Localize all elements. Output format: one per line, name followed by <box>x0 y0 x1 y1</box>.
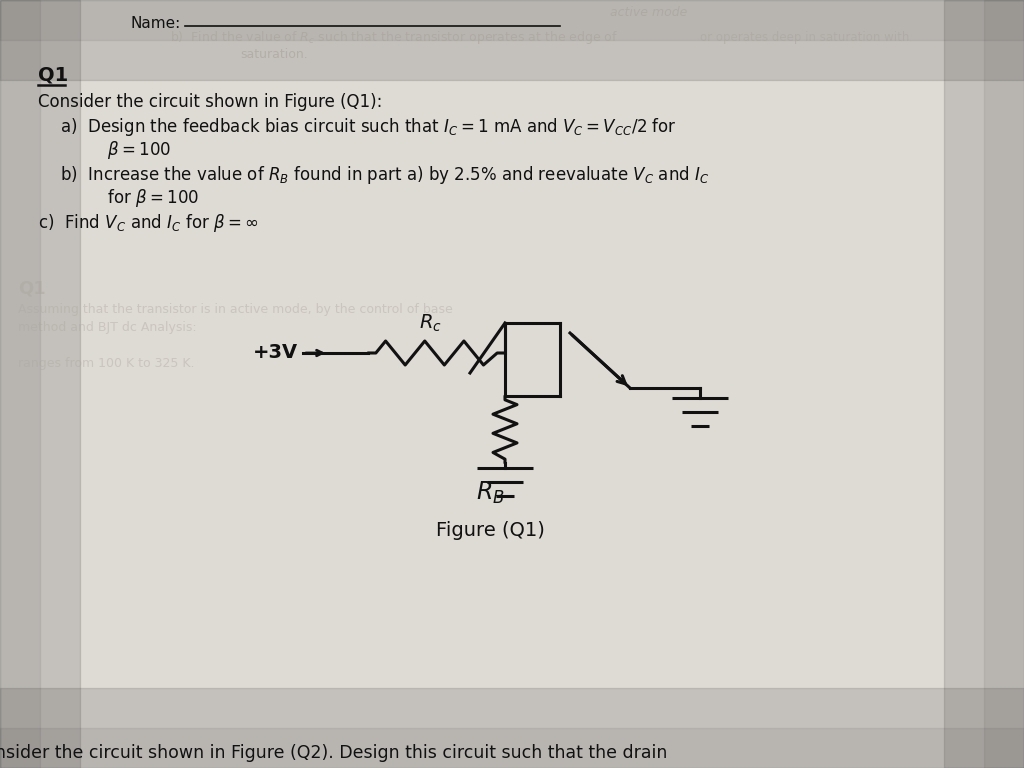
Text: Name:: Name: <box>130 15 180 31</box>
Text: c)  Find $V_C$ and $I_C$ for $\beta = \infty$: c) Find $V_C$ and $I_C$ for $\beta = \in… <box>38 212 259 234</box>
Text: Q1: Q1 <box>38 65 69 84</box>
Text: $R_c$: $R_c$ <box>419 313 441 333</box>
Text: b)  Increase the value of $R_B$ found in part a) by 2.5% and reevaluate $V_C$ an: b) Increase the value of $R_B$ found in … <box>60 164 710 186</box>
Bar <box>0 0 1024 40</box>
Text: active mode: active mode <box>610 6 687 19</box>
Text: Consider the circuit shown in Figure (Q1):: Consider the circuit shown in Figure (Q1… <box>38 93 382 111</box>
Text: ranges from 100 K to 325 K.: ranges from 100 K to 325 K. <box>18 356 195 369</box>
Bar <box>0 688 1024 768</box>
Text: method and BJT dc Analysis:: method and BJT dc Analysis: <box>18 322 197 335</box>
Text: $\beta = 100$: $\beta = 100$ <box>60 139 171 161</box>
Bar <box>0 728 1024 768</box>
Text: or operates deep in saturation with: or operates deep in saturation with <box>700 31 909 45</box>
Bar <box>0 0 1024 80</box>
Bar <box>944 0 1024 768</box>
Bar <box>0 0 80 768</box>
Text: b)  Find the value of $R_c$ such that the transistor operates at the edge of: b) Find the value of $R_c$ such that the… <box>170 29 618 47</box>
Text: saturation.: saturation. <box>240 48 308 61</box>
Text: Q1: Q1 <box>18 279 46 297</box>
Text: +3V: +3V <box>253 343 298 362</box>
Text: Assuming that the transistor is in active mode, by the control of base: Assuming that the transistor is in activ… <box>18 303 453 316</box>
Text: $R_B$: $R_B$ <box>475 480 505 506</box>
Text: Figure (Q1): Figure (Q1) <box>435 521 545 539</box>
Text: for $\beta = 100$: for $\beta = 100$ <box>60 187 200 209</box>
Text: a)  Design the feedback bias circuit such that $I_C = 1$ mA and $V_C = V_{CC}/2$: a) Design the feedback bias circuit such… <box>60 116 677 138</box>
Text: nsider the circuit shown in Figure (Q2). Design this circuit such that the drain: nsider the circuit shown in Figure (Q2).… <box>0 744 668 762</box>
Bar <box>0 0 40 768</box>
Bar <box>984 0 1024 768</box>
